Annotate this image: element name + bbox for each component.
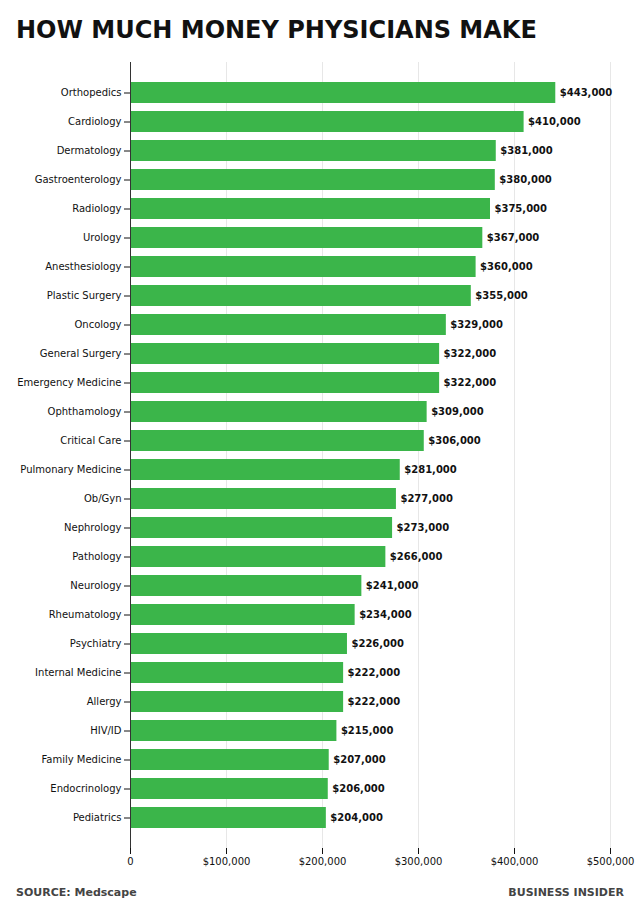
svg-text:$100,000: $100,000 xyxy=(203,856,251,867)
svg-text:Allergy: Allergy xyxy=(87,696,122,707)
svg-text:Family Medicine: Family Medicine xyxy=(41,754,121,765)
svg-text:General Surgery: General Surgery xyxy=(40,348,122,359)
html-text:BUSINESS INSIDER: BUSINESS INSIDER xyxy=(508,886,624,899)
svg-text:Pathology: Pathology xyxy=(72,551,121,562)
svg-text:$222,000: $222,000 xyxy=(348,696,401,707)
svg-text:$322,000: $322,000 xyxy=(444,348,497,359)
svg-text:Radiology: Radiology xyxy=(72,203,121,214)
svg-text:$380,000: $380,000 xyxy=(499,174,552,185)
svg-text:$234,000: $234,000 xyxy=(359,609,412,620)
svg-text:Internal Medicine: Internal Medicine xyxy=(35,667,121,678)
svg-text:$222,000: $222,000 xyxy=(348,667,401,678)
svg-text:Orthopedics: Orthopedics xyxy=(61,87,122,98)
svg-text:$322,000: $322,000 xyxy=(444,377,497,388)
svg-text:Psychiatry: Psychiatry xyxy=(70,638,122,649)
svg-text:$226,000: $226,000 xyxy=(351,638,404,649)
svg-text:Oncology: Oncology xyxy=(75,319,122,330)
svg-text:$266,000: $266,000 xyxy=(390,551,443,562)
svg-text:Ophthamology: Ophthamology xyxy=(48,406,122,417)
svg-text:$215,000: $215,000 xyxy=(341,725,394,736)
svg-text:$273,000: $273,000 xyxy=(397,522,450,533)
svg-text:Plastic Surgery: Plastic Surgery xyxy=(47,290,122,301)
svg-text:$281,000: $281,000 xyxy=(404,464,457,475)
svg-text:Urology: Urology xyxy=(83,232,122,243)
svg-text:Rheumatology: Rheumatology xyxy=(49,609,122,620)
svg-text:Pulmonary Medicine: Pulmonary Medicine xyxy=(20,464,121,475)
svg-text:$329,000: $329,000 xyxy=(450,319,503,330)
svg-text:$355,000: $355,000 xyxy=(475,290,528,301)
svg-text:$207,000: $207,000 xyxy=(333,754,386,765)
svg-text:$309,000: $309,000 xyxy=(431,406,484,417)
svg-text:Anesthesiology: Anesthesiology xyxy=(45,261,121,272)
svg-text:$277,000: $277,000 xyxy=(400,493,453,504)
svg-text:Critical Care: Critical Care xyxy=(60,435,121,446)
svg-text:$200,000: $200,000 xyxy=(299,856,347,867)
svg-text:0: 0 xyxy=(127,856,133,867)
svg-text:Gastroenterology: Gastroenterology xyxy=(35,174,122,185)
svg-text:Emergency Medicine: Emergency Medicine xyxy=(17,377,121,388)
svg-text:$400,000: $400,000 xyxy=(491,856,539,867)
svg-text:$300,000: $300,000 xyxy=(395,856,443,867)
svg-text:$306,000: $306,000 xyxy=(428,435,481,446)
svg-text:Dermatology: Dermatology xyxy=(57,145,122,156)
svg-text:$381,000: $381,000 xyxy=(500,145,553,156)
svg-text:Cardiology: Cardiology xyxy=(68,116,122,127)
svg-text:Ob/Gyn: Ob/Gyn xyxy=(84,493,122,504)
svg-text:Nephrology: Nephrology xyxy=(64,522,122,533)
svg-text:$204,000: $204,000 xyxy=(330,812,383,823)
svg-text:$360,000: $360,000 xyxy=(480,261,533,272)
html-text:HOW MUCH MONEY PHYSICIANS MAKE: HOW MUCH MONEY PHYSICIANS MAKE xyxy=(16,16,537,44)
svg-text:$367,000: $367,000 xyxy=(487,232,540,243)
svg-text:Pediatrics: Pediatrics xyxy=(73,812,122,823)
svg-text:$500,000: $500,000 xyxy=(587,856,635,867)
svg-text:HIV/ID: HIV/ID xyxy=(90,725,122,736)
html-text:SOURCE: Medscape: SOURCE: Medscape xyxy=(16,886,137,899)
svg-text:$206,000: $206,000 xyxy=(332,783,385,794)
svg-text:$443,000: $443,000 xyxy=(560,87,613,98)
svg-text:$410,000: $410,000 xyxy=(528,116,581,127)
svg-text:$375,000: $375,000 xyxy=(495,203,548,214)
svg-text:Neurology: Neurology xyxy=(70,580,121,591)
svg-text:Endocrinology: Endocrinology xyxy=(50,783,121,794)
svg-text:$241,000: $241,000 xyxy=(366,580,419,591)
